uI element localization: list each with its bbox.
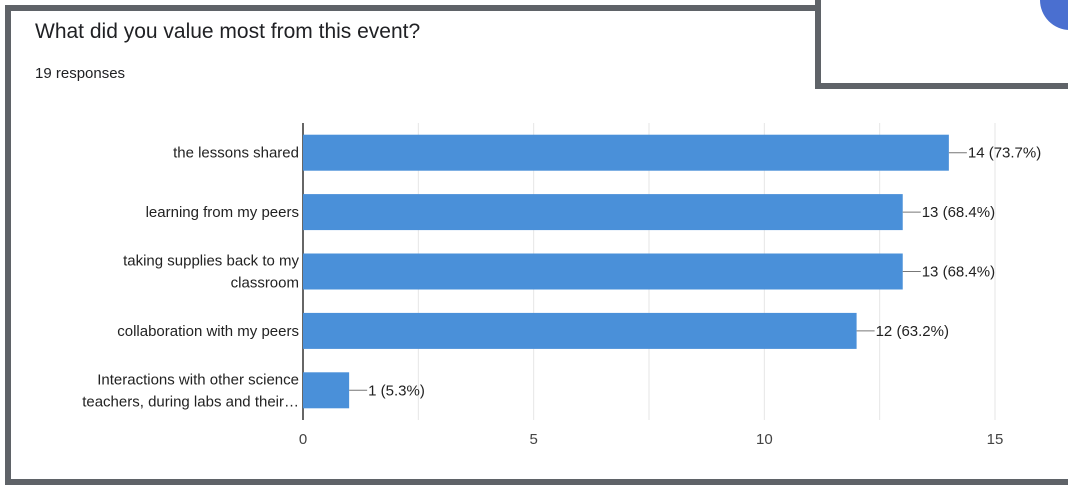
category-label: classroom [231,275,299,292]
x-tick-label: 0 [299,431,307,448]
bar [303,134,949,171]
overlay-panel [815,0,1068,89]
category-label: learning from my peers [146,204,299,221]
value-label: 14 (73.7%) [968,145,1041,162]
category-label: taking supplies back to my [123,253,299,270]
x-tick-label: 15 [987,431,1004,448]
bar [303,372,350,409]
category-label: Interactions with other science [97,371,299,388]
bar [303,312,857,349]
value-label: 13 (68.4%) [922,264,995,281]
value-label: 13 (68.4%) [922,204,995,221]
question-title: What did you value most from this event? [35,20,421,43]
category-label: the lessons shared [173,145,299,162]
bar [303,253,903,290]
x-tick-label: 10 [756,431,773,448]
response-count: 19 responses [35,65,126,82]
value-label: 12 (63.2%) [876,323,949,340]
value-label: 1 (5.3%) [368,382,425,399]
bar [303,194,903,231]
category-label: teachers, during labs and their… [82,393,299,410]
x-tick-label: 5 [529,431,537,448]
category-label: collaboration with my peers [117,323,299,340]
